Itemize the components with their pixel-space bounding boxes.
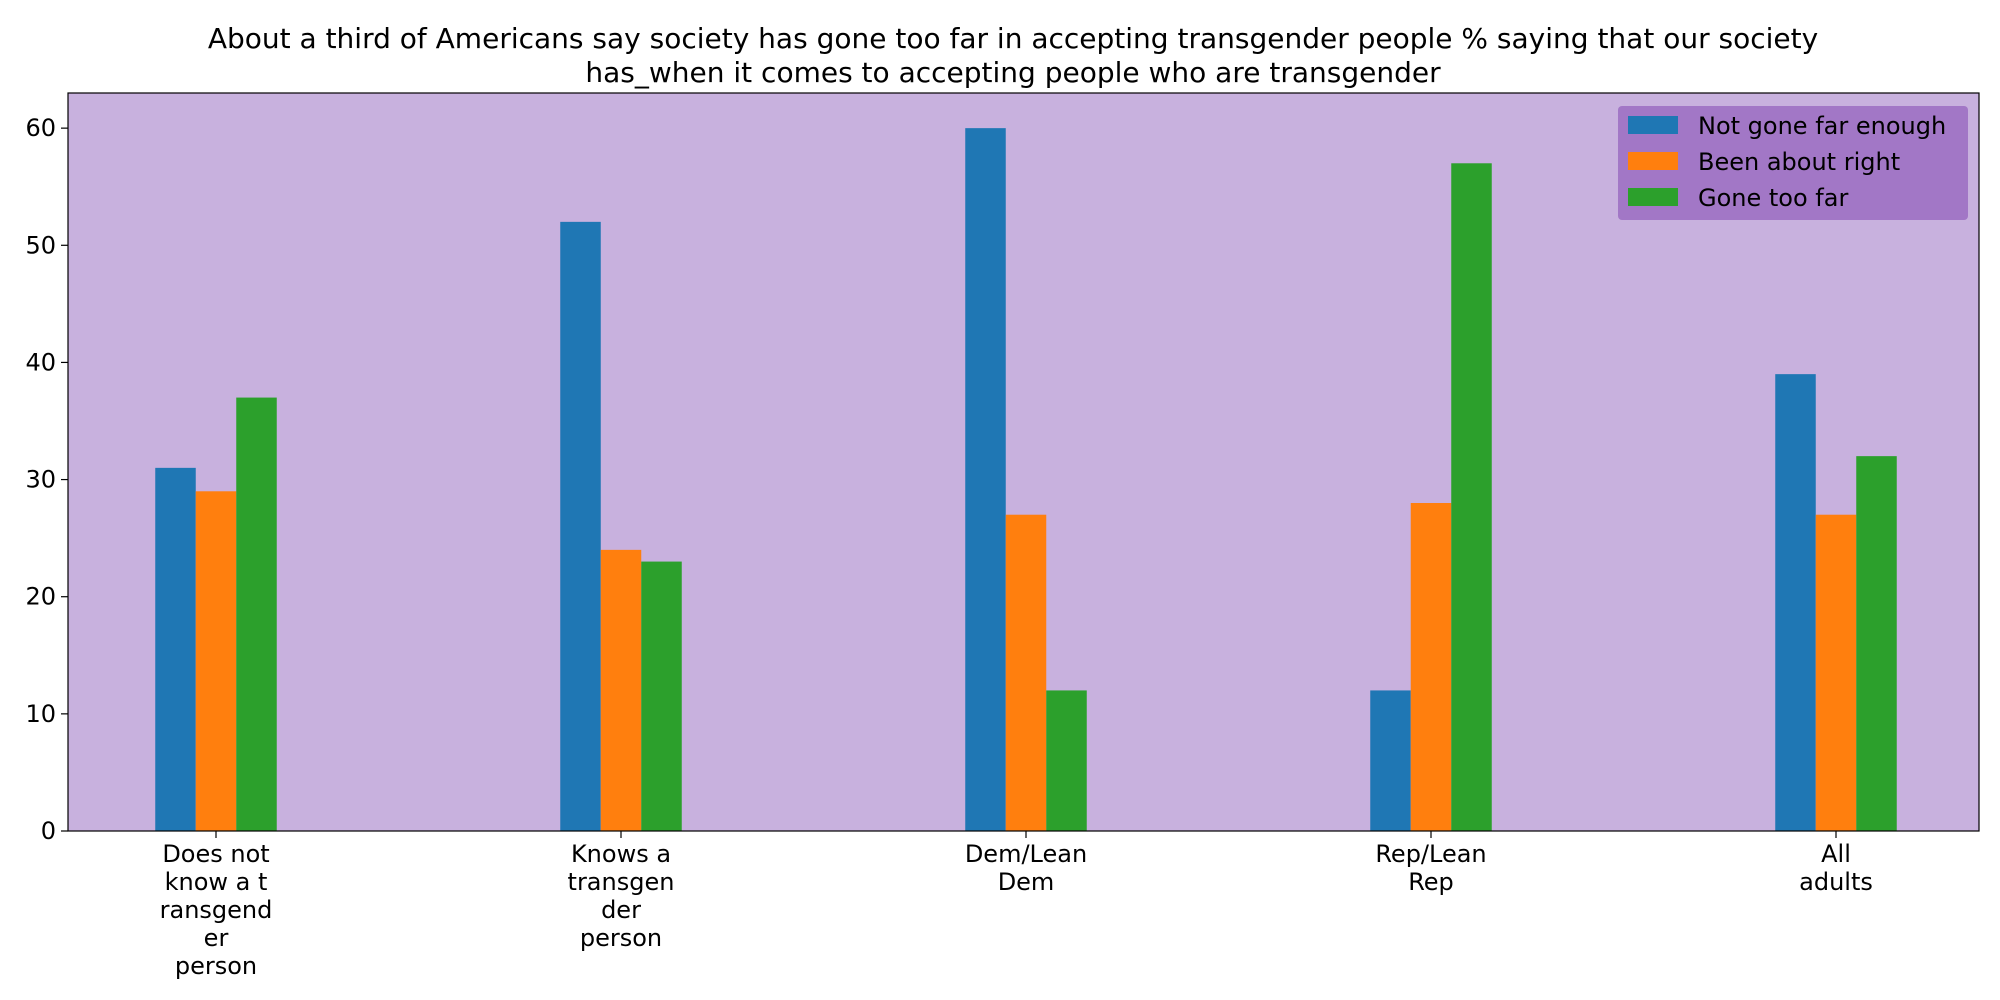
x-tick-label: Does not know a t ransgend er person — [160, 840, 273, 980]
legend-swatch-not-gone-far-enough — [1628, 116, 1678, 134]
y-tick-label: 50 — [25, 231, 56, 259]
legend-label-gone-too-far: Gone too far — [1698, 184, 1848, 212]
bar-gone-too-far-3 — [1046, 690, 1087, 831]
y-tick-label: 30 — [25, 466, 56, 494]
bars-layer — [155, 128, 1897, 832]
bar-gone-too-far-2 — [641, 561, 682, 831]
bar-been-about-right-1 — [195, 491, 237, 831]
bar-been-about-right-3 — [1005, 514, 1047, 831]
y-tick-label: 60 — [25, 114, 56, 142]
legend-swatch-been-about-right — [1628, 152, 1678, 170]
legend: Not gone far enough Been about right Gone … — [1618, 106, 1968, 220]
bar-been-about-right-4 — [1410, 503, 1452, 831]
y-axis: 0 10 20 30 40 50 60 — [25, 114, 68, 845]
y-tick-label: 0 — [41, 817, 56, 845]
x-tick-label: Rep/Lean Rep — [1375, 840, 1486, 896]
bar-not-gone-far-enough-1 — [155, 467, 196, 831]
y-tick-label: 10 — [25, 700, 56, 728]
x-tick-label: Knows a transgen der person — [568, 840, 675, 952]
bar-not-gone-far-enough-3 — [965, 128, 1006, 832]
bar-gone-too-far-5 — [1856, 456, 1897, 831]
bar-gone-too-far-1 — [236, 397, 277, 831]
x-tick-label: All adults — [1799, 840, 1873, 896]
x-tick-label: Dem/Lean Dem — [965, 840, 1087, 896]
legend-swatch-gone-too-far — [1628, 188, 1678, 206]
bar-gone-too-far-4 — [1451, 163, 1492, 832]
plot-frame — [67, 92, 1980, 832]
legend-label-been-about-right: Been about right — [1698, 148, 1900, 176]
legend-box — [1618, 106, 1968, 220]
bar-not-gone-far-enough-2 — [560, 221, 601, 831]
bar-been-about-right-5 — [1815, 514, 1857, 831]
legend-label-not-gone-far-enough: Not gone far enough — [1698, 112, 1946, 140]
y-tick-label: 40 — [25, 348, 56, 376]
bar-been-about-right-2 — [600, 549, 642, 831]
bar-not-gone-far-enough-5 — [1775, 374, 1816, 831]
chart-title: About a third of Americans say society h… — [207, 22, 1819, 89]
bar-not-gone-far-enough-4 — [1370, 690, 1411, 831]
y-tick-label: 20 — [25, 583, 56, 611]
